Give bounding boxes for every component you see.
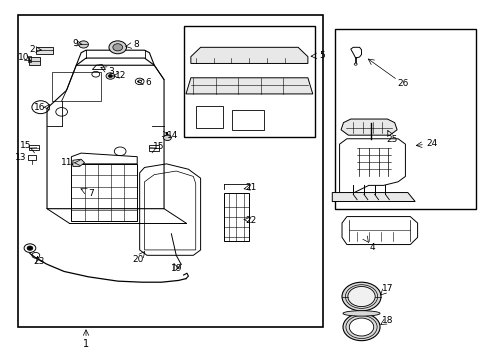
Text: 23: 23 — [33, 257, 44, 266]
Circle shape — [27, 246, 33, 250]
Circle shape — [135, 78, 144, 85]
Text: 10: 10 — [19, 53, 30, 62]
Bar — [334, 30, 475, 209]
Text: 13: 13 — [16, 153, 27, 162]
Text: 24: 24 — [426, 139, 437, 148]
Polygon shape — [340, 119, 396, 135]
Text: 15: 15 — [153, 142, 164, 151]
Text: 4: 4 — [369, 243, 374, 252]
Text: 8: 8 — [133, 40, 139, 49]
Circle shape — [341, 282, 380, 311]
Bar — [36, 46, 53, 54]
Bar — [27, 56, 31, 62]
Text: 22: 22 — [245, 216, 256, 225]
Text: 11: 11 — [61, 158, 72, 167]
Text: 14: 14 — [166, 131, 178, 140]
Bar — [52, 72, 101, 101]
Text: 16: 16 — [33, 103, 45, 112]
Text: 9: 9 — [72, 39, 78, 48]
Text: 5: 5 — [319, 51, 325, 60]
Text: 6: 6 — [145, 78, 150, 87]
Polygon shape — [190, 47, 307, 63]
Text: 20: 20 — [132, 255, 143, 264]
Polygon shape — [73, 159, 84, 166]
Polygon shape — [331, 193, 414, 202]
Text: 2: 2 — [29, 45, 35, 54]
Bar — [195, 107, 222, 128]
Text: 15: 15 — [20, 141, 32, 150]
Text: 3: 3 — [108, 67, 114, 76]
Circle shape — [108, 75, 112, 77]
Circle shape — [113, 44, 122, 51]
Text: 12: 12 — [114, 71, 125, 80]
Text: 26: 26 — [396, 80, 408, 89]
Circle shape — [163, 135, 171, 140]
Text: 1: 1 — [83, 339, 89, 349]
Bar — [29, 57, 40, 64]
Circle shape — [79, 41, 88, 48]
Bar — [18, 15, 322, 327]
Text: 7: 7 — [88, 189, 94, 198]
Bar — [224, 193, 249, 241]
Circle shape — [109, 41, 126, 54]
Bar — [232, 110, 264, 130]
Text: 19: 19 — [170, 265, 182, 274]
Text: 21: 21 — [245, 183, 257, 192]
Circle shape — [348, 318, 373, 336]
Circle shape — [353, 63, 356, 65]
Circle shape — [347, 287, 374, 307]
Text: 18: 18 — [381, 316, 392, 325]
Text: 25: 25 — [386, 135, 397, 144]
Polygon shape — [185, 78, 312, 94]
Circle shape — [342, 314, 379, 341]
Ellipse shape — [342, 311, 379, 316]
Bar — [71, 164, 137, 221]
Text: 17: 17 — [381, 284, 392, 293]
Bar — [183, 26, 315, 137]
Circle shape — [106, 73, 115, 79]
